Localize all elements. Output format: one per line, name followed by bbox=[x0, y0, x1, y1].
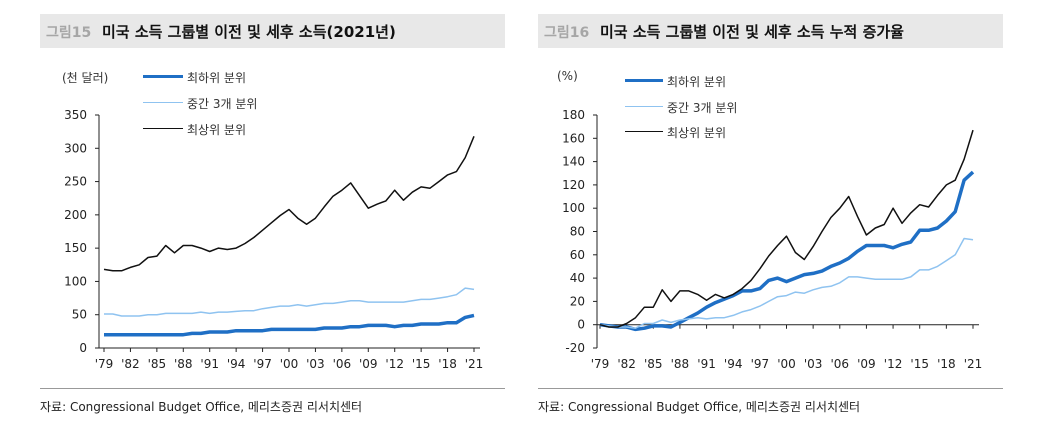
x-tick-label: '82 bbox=[121, 357, 140, 371]
y-tick-label: 160 bbox=[562, 131, 585, 145]
y-tick-label: 40 bbox=[570, 271, 585, 285]
x-tick-label: '18 bbox=[438, 357, 457, 371]
y-tick-label: 150 bbox=[64, 241, 87, 255]
x-tick-label: '21 bbox=[465, 357, 484, 371]
x-tick-label: '91 bbox=[200, 357, 219, 371]
legend-swatch bbox=[625, 106, 663, 107]
series-line-0 bbox=[599, 170, 975, 332]
chart-title: 미국 소득 그룹별 이전 및 세후 소득 누적 증가율 bbox=[600, 23, 904, 41]
legend-label: 최상위 분위 bbox=[667, 126, 727, 140]
x-tick-label: '88 bbox=[174, 357, 193, 371]
x-tick-label: '15 bbox=[412, 357, 431, 371]
series-line-1 bbox=[599, 237, 974, 329]
x-tick-label: '06 bbox=[333, 357, 352, 371]
y-tick-label: 50 bbox=[72, 308, 87, 322]
divider bbox=[40, 388, 505, 389]
figure-number: 그림15 bbox=[46, 25, 92, 41]
y-tick-label: 180 bbox=[562, 108, 585, 122]
y-tick-label: 100 bbox=[562, 201, 585, 215]
x-tick-label: '03 bbox=[306, 357, 325, 371]
legend-label: 중간 3개 분위 bbox=[667, 101, 738, 115]
figure16-header: 그림16 미국 소득 그룹별 이전 및 세후 소득 누적 증가율 bbox=[538, 14, 1003, 48]
y-tick-label: 100 bbox=[64, 274, 87, 288]
x-tick-label: '15 bbox=[910, 357, 929, 371]
legend-label: 최하위 분위 bbox=[667, 75, 727, 89]
series-line-1 bbox=[104, 287, 475, 317]
y-tick-label: 20 bbox=[570, 294, 585, 308]
y-tick-label: 140 bbox=[562, 155, 585, 169]
x-tick-label: '09 bbox=[857, 357, 876, 371]
divider bbox=[538, 388, 1003, 389]
legend-swatch bbox=[625, 79, 663, 82]
legend-swatch bbox=[143, 75, 183, 78]
x-tick-label: '79 bbox=[591, 357, 610, 371]
x-tick-label: '00 bbox=[777, 357, 796, 371]
y-tick-label: 250 bbox=[64, 175, 87, 189]
x-tick-label: '88 bbox=[671, 357, 690, 371]
x-tick-label: '97 bbox=[751, 357, 770, 371]
x-tick-label: '03 bbox=[804, 357, 823, 371]
x-tick-label: '82 bbox=[617, 357, 636, 371]
x-tick-label: '79 bbox=[95, 357, 114, 371]
x-tick-label: '21 bbox=[964, 357, 983, 371]
y-tick-label: 60 bbox=[570, 248, 585, 262]
y-tick-label: 80 bbox=[570, 225, 585, 239]
legend-label: 중간 3개 분위 bbox=[187, 97, 258, 111]
source-note: 자료: Congressional Budget Office, 메리츠증권 리… bbox=[40, 400, 363, 414]
x-tick-label: '91 bbox=[697, 357, 716, 371]
x-tick-label: '97 bbox=[253, 357, 272, 371]
y-unit-label: (%) bbox=[557, 69, 578, 83]
x-tick-label: '12 bbox=[884, 357, 903, 371]
legend-label: 최하위 분위 bbox=[187, 71, 247, 85]
legend-swatch bbox=[143, 128, 183, 129]
y-tick-label: 120 bbox=[562, 178, 585, 192]
figure15-header: 그림15 미국 소득 그룹별 이전 및 세후 소득(2021년) bbox=[40, 14, 505, 48]
y-tick-label: 0 bbox=[79, 341, 87, 355]
x-tick-label: '00 bbox=[280, 357, 299, 371]
x-tick-label: '94 bbox=[227, 357, 246, 371]
y-tick-label: 350 bbox=[64, 108, 87, 122]
x-tick-label: '18 bbox=[937, 357, 956, 371]
x-tick-label: '06 bbox=[830, 357, 849, 371]
x-tick-label: '09 bbox=[359, 357, 378, 371]
x-tick-label: '94 bbox=[724, 357, 743, 371]
source-note: 자료: Congressional Budget Office, 메리츠증권 리… bbox=[538, 400, 861, 414]
x-tick-label: '85 bbox=[644, 357, 663, 371]
x-tick-label: '12 bbox=[385, 357, 404, 371]
y-tick-label: 300 bbox=[64, 141, 87, 155]
legend-swatch bbox=[143, 102, 183, 103]
figure-number: 그림16 bbox=[544, 25, 590, 41]
series-line-2 bbox=[599, 129, 974, 328]
x-tick-label: '85 bbox=[148, 357, 167, 371]
legend-label: 최상위 분위 bbox=[187, 123, 247, 137]
y-tick-label: 0 bbox=[577, 318, 585, 332]
legend-swatch bbox=[625, 131, 663, 132]
y-unit-label: (천 달러) bbox=[62, 71, 109, 85]
chart-title: 미국 소득 그룹별 이전 및 세후 소득(2021년) bbox=[102, 23, 396, 41]
y-tick-label: 200 bbox=[64, 208, 87, 222]
series-line-0 bbox=[104, 313, 475, 337]
y-tick-label: -20 bbox=[565, 341, 585, 355]
series-line-2 bbox=[103, 136, 475, 272]
